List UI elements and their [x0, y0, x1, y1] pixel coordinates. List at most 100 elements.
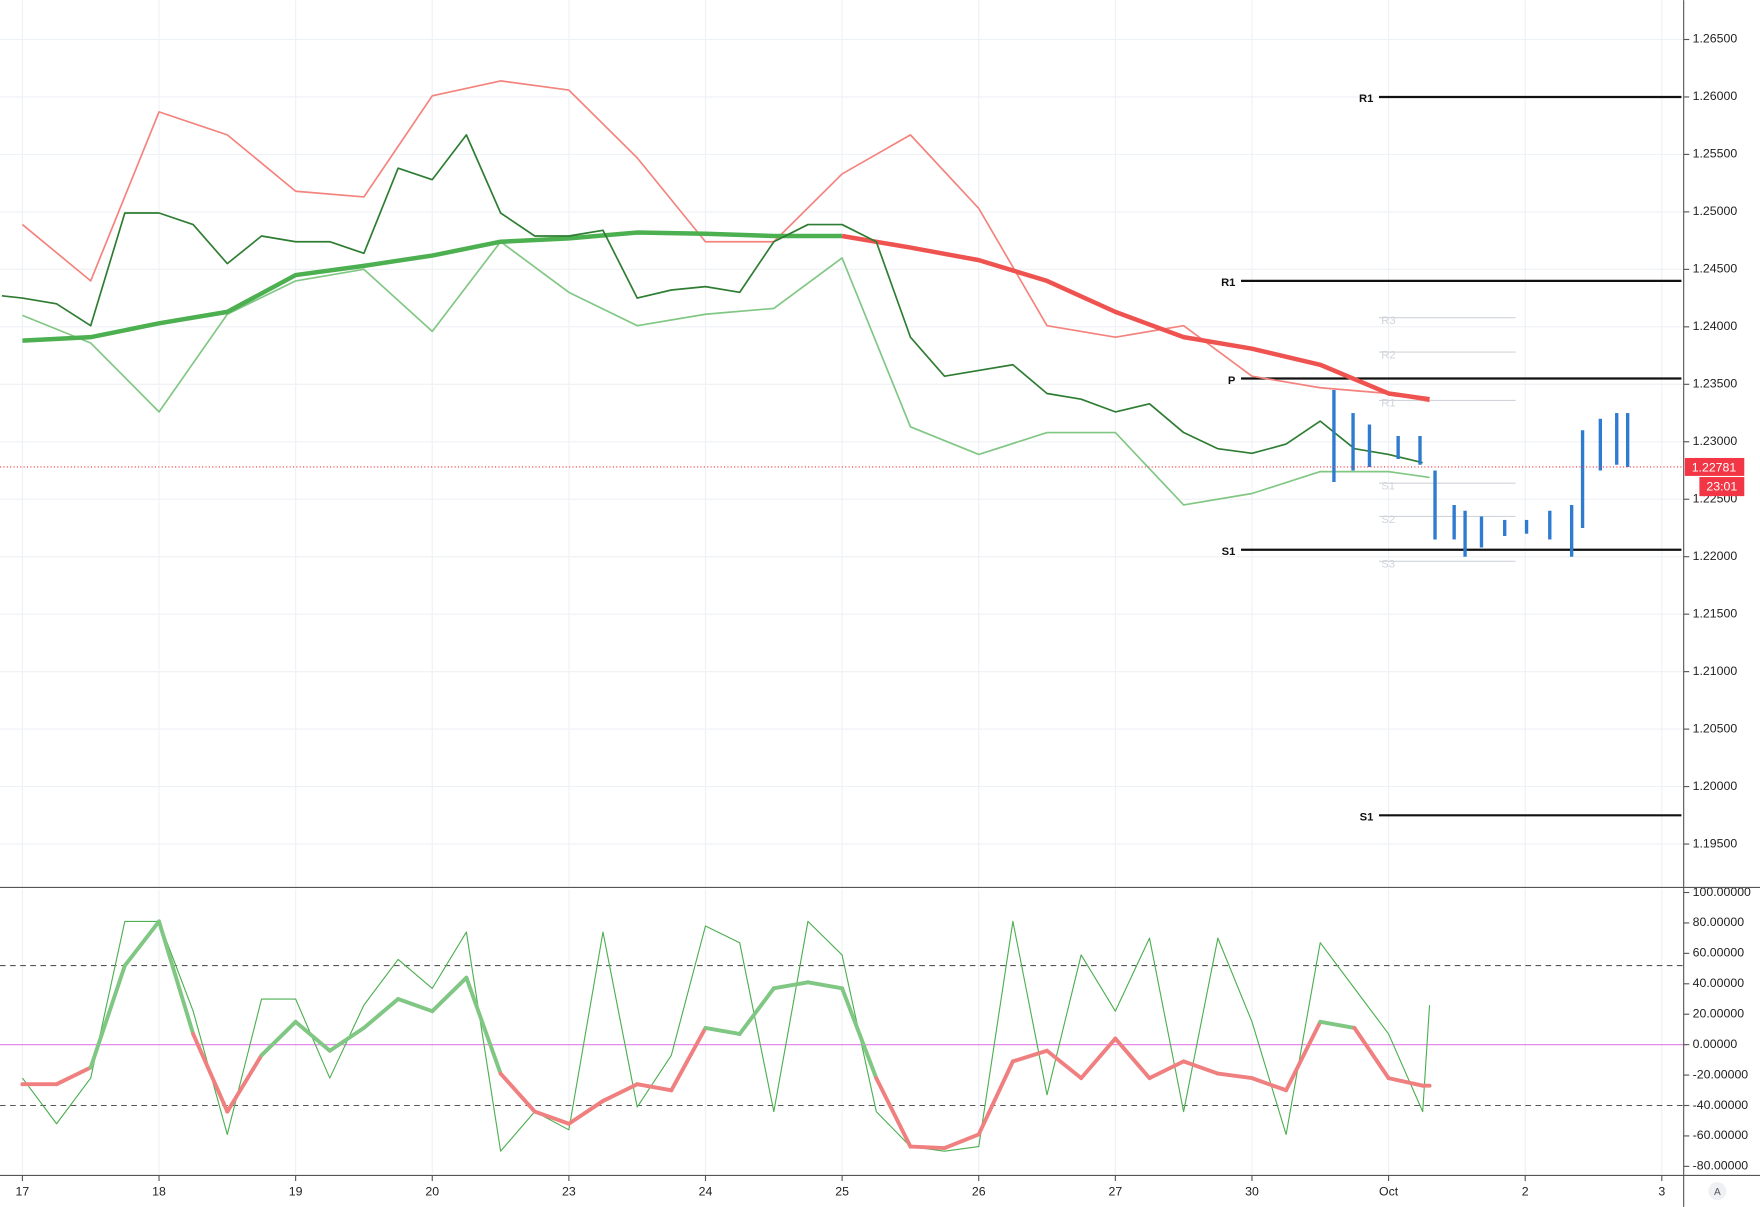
oscillator-segment: [1010, 1048, 1050, 1064]
y-tick-label: -80.00000: [1693, 1159, 1749, 1173]
countdown-label: 23:01: [1706, 479, 1737, 493]
oscillator-segment: [532, 1109, 571, 1126]
y-tick-label: 1.25000: [1693, 204, 1738, 218]
x-tick-label: 30: [1245, 1184, 1259, 1198]
pivot-label: S2: [1381, 514, 1395, 526]
x-tick-label: 2: [1522, 1184, 1529, 1198]
series-line: [1, 134, 1423, 464]
series-line: [22, 230, 843, 343]
x-tick-label: 27: [1108, 1184, 1122, 1198]
y-tick-label: 0.00000: [1693, 1037, 1738, 1051]
oscillator-segment: [840, 986, 879, 1081]
x-tick-label: 24: [699, 1184, 713, 1198]
x-tick-label: 26: [972, 1184, 986, 1198]
oscillator-segment: [122, 919, 161, 968]
x-tick-label: 23: [562, 1184, 576, 1198]
pivot-label: R1: [1359, 93, 1373, 105]
oscillator-segment: [464, 975, 503, 1076]
countdown-box: [1699, 477, 1745, 497]
oscillator-segment: [635, 1082, 674, 1093]
pivot-label: P: [1228, 375, 1236, 387]
y-tick-label: 1.22000: [1693, 549, 1738, 563]
x-tick-label: 19: [289, 1184, 303, 1198]
y-tick-label: 1.25500: [1693, 147, 1738, 161]
pivot-label: S3: [1381, 559, 1395, 571]
oscillator-segment: [157, 919, 196, 1036]
y-tick-label: 40.00000: [1693, 976, 1745, 990]
series-line: [21, 920, 1431, 1152]
oscillator-segment: [737, 986, 776, 1036]
oscillator-segment: [771, 980, 810, 991]
oscillator-segment: [327, 1025, 366, 1053]
oscillator-segment: [1318, 1019, 1357, 1030]
oscillator-segment: [669, 1025, 708, 1093]
oscillator-segment: [805, 980, 845, 991]
x-tick-label: 25: [835, 1184, 849, 1198]
oscillator-segment: [1079, 1036, 1118, 1081]
oscillator-segment: [1215, 1071, 1254, 1081]
oscillator-segment: [703, 1025, 742, 1036]
oscillator-segment: [1249, 1076, 1289, 1093]
auto-scale-label[interactable]: A: [1714, 1187, 1721, 1198]
oscillator-segment: [1386, 1076, 1425, 1088]
oscillator-segment: [191, 1032, 230, 1114]
y-tick-label: 1.24500: [1693, 262, 1738, 276]
x-tick-label: Oct: [1379, 1184, 1399, 1198]
oscillator-segment: [293, 1019, 332, 1053]
y-tick-label: 1.21500: [1693, 606, 1738, 620]
oscillator-segment: [498, 1071, 537, 1114]
oscillator-segment: [1045, 1048, 1084, 1081]
y-tick-label: -40.00000: [1693, 1098, 1749, 1112]
pivot-label: R2: [1381, 349, 1395, 361]
y-tick-label: 80.00000: [1693, 915, 1745, 929]
oscillator-segment: [942, 1132, 981, 1151]
last-price-label: 1.22781: [1692, 460, 1737, 474]
oscillator-segment: [976, 1059, 1015, 1137]
auto-scale-button[interactable]: [1708, 1182, 1727, 1201]
oscillator-segment: [908, 1144, 947, 1151]
y-tick-label: 1.19500: [1693, 836, 1738, 850]
oscillator-segment: [566, 1098, 605, 1126]
oscillator-segment: [1181, 1059, 1220, 1076]
oscillator-segment: [430, 975, 469, 1014]
oscillator-segment: [874, 1076, 913, 1149]
pivot-label: R3: [1381, 315, 1395, 327]
y-tick-label: 1.20000: [1693, 779, 1738, 793]
pivot-label: S1: [1222, 546, 1236, 558]
series-line: [22, 240, 1430, 506]
x-tick-label: 3: [1658, 1184, 1665, 1198]
y-tick-label: 1.23000: [1693, 434, 1738, 448]
oscillator-segment: [396, 997, 435, 1014]
series-line: [841, 233, 1430, 402]
y-tick-label: -20.00000: [1693, 1067, 1749, 1081]
y-tick-label: 60.00000: [1693, 946, 1745, 960]
oscillator-segment: [54, 1065, 93, 1087]
oscillator-segment: [361, 997, 401, 1030]
y-tick-label: 1.26000: [1693, 89, 1738, 103]
pivot-label: R1: [1381, 398, 1395, 410]
y-tick-label: 1.21000: [1693, 664, 1738, 678]
y-tick-label: -60.00000: [1693, 1128, 1749, 1142]
oscillator-segment: [1284, 1019, 1323, 1093]
y-tick-label: 1.24000: [1693, 319, 1738, 333]
y-tick-label: 100.00000: [1693, 885, 1751, 899]
x-tick-label: 18: [152, 1184, 166, 1198]
oscillator-segment: [225, 1053, 264, 1114]
x-tick-label: 20: [425, 1184, 439, 1198]
pivot-label: S1: [1381, 480, 1395, 492]
oscillator-segment: [1352, 1025, 1391, 1081]
oscillator-segment: [601, 1082, 640, 1103]
pivot-label: R1: [1221, 277, 1235, 289]
y-tick-label: 20.00000: [1693, 1006, 1745, 1020]
series-line: [21, 80, 1430, 403]
y-tick-label: 1.20500: [1693, 721, 1738, 735]
y-tick-label: 1.23500: [1693, 377, 1738, 391]
oscillator-segment: [259, 1019, 298, 1058]
oscillator-segment: [88, 963, 127, 1070]
oscillator-segment: [1147, 1059, 1186, 1081]
y-tick-label: 1.26500: [1693, 32, 1738, 46]
pivot-label: S1: [1360, 812, 1374, 824]
